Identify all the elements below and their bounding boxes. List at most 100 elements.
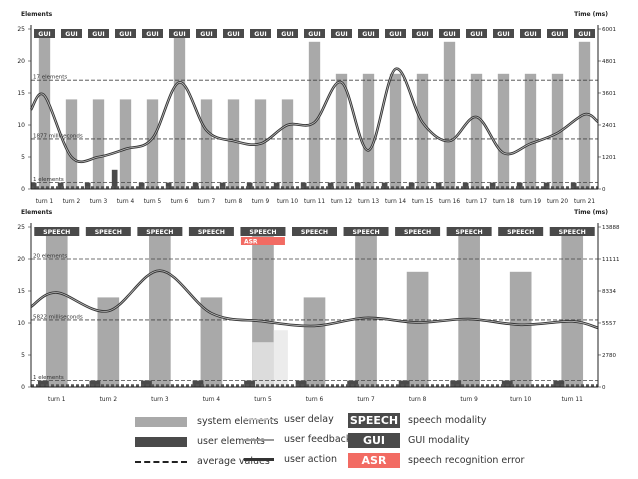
panel-gui-modality-badge <box>547 29 568 38</box>
panel-gui-category-label: turn 7 <box>198 199 216 205</box>
panel-gui-system-bar <box>38 35 51 190</box>
panel-gui-system-bar <box>281 99 294 189</box>
legend-gui-badge: GUI <box>348 433 400 448</box>
panel-gui-right-tick-1201: 1201 <box>602 155 616 161</box>
panel-speech-system-bar <box>561 233 584 387</box>
panel-gui-user-bar <box>543 182 550 189</box>
panel-gui-category-label: turn 14 <box>385 199 406 205</box>
panel-speech-modality-badge-label: SPEECH <box>559 229 586 236</box>
panel-gui-right-tick-2401: 2401 <box>602 123 616 129</box>
panel-speech-modality-badge-label: SPEECH <box>198 229 225 236</box>
panel-gui-modality-badge <box>412 29 433 38</box>
panel-speech-modality-badge <box>395 227 441 236</box>
panel-speech-user-bar <box>450 380 462 387</box>
panel-gui-modality-badge-label: GUI <box>524 31 536 38</box>
panel-gui-user-bar <box>111 169 118 189</box>
legend-asr-badge: ASR <box>348 453 400 468</box>
panel-gui-modality-badge-label: GUI <box>416 31 428 38</box>
panel-gui-user-bar <box>327 182 334 189</box>
panel-gui-modality-badge <box>520 29 541 38</box>
panel-gui-category-label: turn 13 <box>358 199 379 205</box>
panel-gui-system-bar <box>497 73 510 189</box>
panel-speech-modality-badge <box>240 227 286 236</box>
panel-gui-category-label: turn 19 <box>520 199 541 205</box>
panel-gui-average-label: 17 elements <box>33 75 67 81</box>
panel-speech-category-label: turn 2 <box>100 397 118 403</box>
panel-gui-user-bar <box>30 182 37 189</box>
panel-speech-category-label: turn 6 <box>306 397 324 403</box>
panel-gui-modality-badge-label: GUI <box>578 31 590 38</box>
panel-gui-category-label: turn 10 <box>277 199 298 205</box>
panel-gui-user-bar <box>462 182 469 189</box>
panel-gui-modality-badge-label: GUI <box>281 31 293 38</box>
panel-gui-system-bar <box>551 73 564 189</box>
panel-speech-left-tick-10: 10 <box>17 320 25 327</box>
legend-average-values: average values <box>135 456 270 467</box>
panel-gui-modality-badge-label: GUI <box>551 31 563 38</box>
panel-gui-category-label: turn 21 <box>574 199 595 205</box>
panel-gui-user-bar <box>138 182 145 189</box>
panel-speech-right-tick-8334: 8334 <box>602 289 616 295</box>
panel-gui-modality-badge-label: GUI <box>308 31 320 38</box>
panel-gui-left-tick-25: 25 <box>17 26 25 33</box>
panel-gui-system-bar <box>173 35 186 190</box>
panel-gui-category-label: turn 16 <box>439 199 460 205</box>
panel-speech-modality-badge <box>34 227 80 236</box>
legend-user-elements: user elements <box>135 436 265 447</box>
panel-speech-system-bar <box>355 233 377 387</box>
panel-speech-category-label: turn 9 <box>460 397 478 403</box>
legend-user-feedback: user feedback <box>244 434 351 445</box>
panel-speech-left-axis-title: Elements <box>21 209 53 216</box>
panel-speech-modality-badge-label: SPEECH <box>456 229 483 236</box>
panel-gui-user-bar <box>354 182 361 189</box>
panel-gui-user-bar <box>84 182 91 189</box>
panel-speech-left-tick-25: 25 <box>17 224 25 231</box>
panel-gui-category-label: turn 20 <box>547 199 568 205</box>
panel-gui-system-bar <box>470 73 483 189</box>
panel-gui-category-label: turn 6 <box>171 199 189 205</box>
panel-gui-modality-badge-label: GUI <box>92 31 104 38</box>
panel-speech-modality-badge-label: SPEECH <box>301 229 328 236</box>
panel-gui-category-label: turn 11 <box>304 199 325 205</box>
panel-speech-user-bar <box>347 380 359 387</box>
panel-gui-average-label: 1877 milliseconds <box>33 133 83 139</box>
panel-speech-system-bar <box>406 271 429 387</box>
panel-speech-asr-badge-label: ASR <box>244 239 258 246</box>
panel-speech-modality-badge-label: SPEECH <box>352 229 379 236</box>
panel-speech-modality-badge <box>343 227 389 236</box>
legend-user-delay: user delay <box>244 414 334 425</box>
panel-gui-modality-badge <box>439 29 460 38</box>
panel-gui-modality-badge-label: GUI <box>362 31 374 38</box>
panel-speech-category-label: turn 5 <box>254 397 272 403</box>
legend-swatch-user <box>135 436 187 447</box>
panel-speech-average-label: 5822 milliseconds <box>33 314 83 320</box>
panel-speech-modality-badge <box>188 227 234 236</box>
panel-gui-system-bar <box>227 99 240 189</box>
panel-gui-user-bar <box>246 182 253 189</box>
legend-swatch-average <box>135 460 187 463</box>
panel-gui-user-bar <box>57 182 64 189</box>
panel-gui-system-bar <box>308 41 321 189</box>
panel-gui-modality-badge-label: GUI <box>470 31 482 38</box>
panel-gui-left-tick-0: 0 <box>21 186 25 193</box>
panel-speech-modality-badge <box>292 227 337 236</box>
panel-gui-modality-badge <box>304 29 325 38</box>
panel-gui-system-bar <box>362 73 375 189</box>
panel-gui-left-tick-10: 10 <box>17 122 25 129</box>
panel-gui-modality-badge <box>34 29 55 38</box>
panel-gui-system-bar <box>524 73 537 189</box>
panel-speech-user-bar <box>295 380 307 387</box>
panel-gui-modality-badge <box>493 29 514 38</box>
panel-gui-left-tick-15: 15 <box>17 90 25 97</box>
panel-gui-left-axis-title: Elements <box>21 11 53 18</box>
legend-speech-badge: SPEECH <box>348 413 400 428</box>
panel-gui-category-label: turn 15 <box>412 199 433 205</box>
panel-speech-user-bar <box>37 380 49 387</box>
panel-speech-right-tick-5557: 5557 <box>602 321 616 327</box>
panel-speech-user-bar <box>141 380 152 387</box>
panel-gui-modality-badge <box>223 29 244 38</box>
panel-gui-system-bar <box>146 99 159 189</box>
legend-gui-modality: GUI GUI modality <box>348 433 470 448</box>
panel-gui-category-label: turn 17 <box>466 199 487 205</box>
